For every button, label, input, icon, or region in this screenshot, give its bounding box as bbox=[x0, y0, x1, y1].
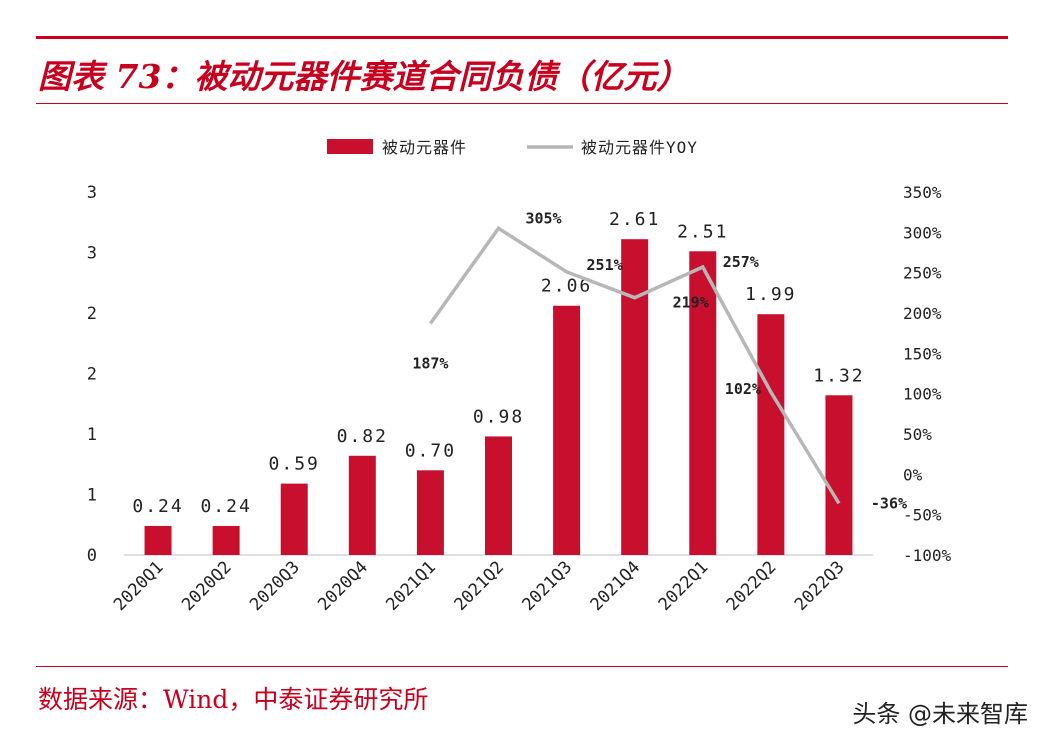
right-axis-tick-label: -50% bbox=[903, 506, 942, 525]
right-axis-tick-label: 300% bbox=[903, 223, 942, 242]
yoy-value-label: 219% bbox=[673, 294, 709, 312]
bar-value-label: 0.82 bbox=[337, 426, 388, 447]
right-axis-tick-label: 200% bbox=[903, 304, 942, 323]
x-axis-tick-label: 2021Q1 bbox=[382, 557, 440, 615]
bar-value-label: 1.99 bbox=[745, 284, 796, 305]
left-axis-tick-label: 3 bbox=[87, 183, 97, 203]
bar-value-label: 2.51 bbox=[677, 221, 728, 242]
x-axis-tick-label: 2021Q3 bbox=[519, 557, 577, 615]
yoy-line bbox=[428, 225, 841, 505]
x-axis-tick-label: 2020Q2 bbox=[178, 557, 236, 615]
x-axis-tick-label: 2021Q2 bbox=[450, 557, 508, 615]
right-axis-tick-label: 100% bbox=[903, 385, 942, 404]
left-axis-tick-label: 3 bbox=[87, 244, 97, 264]
x-axis-tick-label: 2020Q1 bbox=[110, 557, 168, 615]
bar bbox=[485, 436, 512, 555]
bar bbox=[689, 251, 717, 556]
right-axis-tick-label: 350% bbox=[903, 183, 942, 202]
yoy-value-label: 305% bbox=[525, 209, 561, 227]
legend-line-label: 被动元器件YOY bbox=[581, 138, 698, 157]
right-axis-tick-label: 150% bbox=[903, 344, 942, 363]
bar bbox=[280, 483, 308, 555]
bar bbox=[757, 314, 785, 555]
yoy-value-label: 257% bbox=[723, 253, 759, 271]
bar bbox=[144, 525, 172, 555]
right-axis-tick-label: -100% bbox=[903, 546, 952, 565]
bar bbox=[825, 395, 853, 555]
bar bbox=[416, 470, 444, 555]
data-source: 数据来源：Wind，中泰证券研究所 bbox=[38, 685, 429, 714]
bar bbox=[348, 455, 376, 555]
bar-value-label: 0.98 bbox=[473, 406, 524, 427]
left-axis-tick-label: 1 bbox=[87, 425, 97, 445]
x-axis-tick-label: 2022Q1 bbox=[655, 557, 713, 615]
x-axis-tick-label: 2020Q4 bbox=[314, 557, 372, 615]
yoy-value-label: 251% bbox=[587, 256, 623, 274]
bar-value-label: 2.61 bbox=[609, 209, 660, 230]
right-axis-tick-label: 250% bbox=[903, 264, 942, 283]
bar-value-label: 0.24 bbox=[200, 496, 251, 517]
title-divider bbox=[36, 103, 1008, 104]
bar-value-label: 1.32 bbox=[813, 365, 864, 386]
top-rule bbox=[36, 36, 1008, 39]
bar-value-label: 0.59 bbox=[269, 454, 320, 475]
bar-value-label: 2.06 bbox=[541, 276, 592, 297]
yoy-value-label: 102% bbox=[725, 380, 761, 398]
yoy-value-label: 187% bbox=[412, 354, 448, 372]
bar bbox=[553, 305, 581, 555]
x-axis-tick-label: 2022Q2 bbox=[723, 557, 781, 615]
bar-value-label: 0.70 bbox=[405, 440, 456, 461]
x-axis-tick-label: 2022Q3 bbox=[791, 557, 849, 615]
left-axis-tick-label: 2 bbox=[87, 365, 97, 385]
legend-bar-label: 被动元器件 bbox=[382, 138, 467, 157]
right-axis-tick-label: 0% bbox=[903, 465, 923, 484]
left-axis-tick-label: 2 bbox=[87, 304, 97, 324]
left-axis-tick-label: 1 bbox=[87, 486, 97, 506]
bar bbox=[621, 239, 649, 555]
x-axis-tick-label: 2021Q4 bbox=[587, 557, 645, 615]
legend-bar-swatch bbox=[327, 139, 373, 154]
x-axis-tick-label: 2020Q3 bbox=[246, 557, 304, 615]
bar-value-label: 0.24 bbox=[132, 496, 183, 517]
bottom-rule bbox=[36, 666, 1008, 667]
yoy-value-label: -36% bbox=[871, 494, 907, 512]
left-axis-tick-label: 0 bbox=[87, 546, 97, 566]
right-axis-tick-label: 50% bbox=[903, 425, 932, 444]
watermark: 头条 @未来智库 bbox=[852, 700, 1028, 728]
chart-title: 图表 73：被动元器件赛道合同负债（亿元） bbox=[38, 57, 690, 96]
bar bbox=[212, 525, 240, 555]
